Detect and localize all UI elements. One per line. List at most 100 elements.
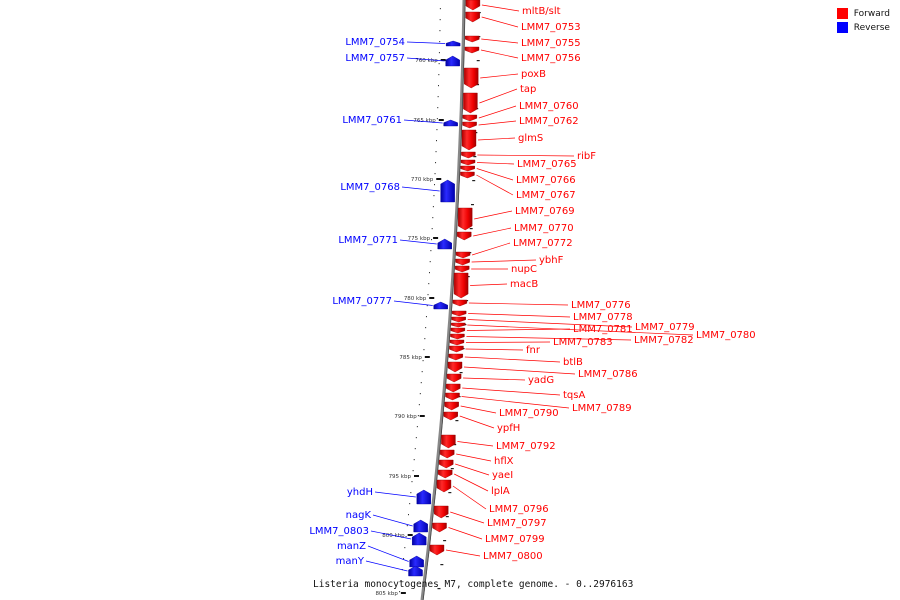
genome-backbone-edge (422, 0, 466, 600)
forward-gene-label: LMM7_0796 (489, 504, 549, 515)
forward-gene-arrow (437, 469, 453, 479)
forward-gene-arrow (453, 272, 469, 299)
forward-gene-leader (478, 105, 517, 119)
major-tick (424, 356, 430, 358)
forward-gene-leader (465, 348, 524, 351)
forward-gene-arrow (449, 339, 465, 346)
minor-tick (438, 63, 440, 65)
tick-dash (440, 564, 444, 566)
tick-label: 785 kbp (399, 355, 422, 361)
minor-tick (436, 118, 438, 120)
minor-tick (433, 195, 435, 197)
forward-gene-arrow (457, 207, 473, 231)
minor-tick (432, 206, 434, 208)
reverse-gene-arrow (440, 179, 455, 203)
minor-tick (410, 492, 412, 494)
forward-gene-leader (481, 4, 520, 12)
tick-dash (448, 492, 452, 494)
reverse-gene-label: manZ (337, 541, 366, 552)
forward-gene-leader (468, 302, 569, 306)
minor-tick (413, 459, 415, 461)
minor-tick (421, 371, 423, 373)
forward-gene-leader (466, 336, 632, 341)
forward-gene-leader (465, 341, 551, 343)
legend-label-forward: Forward (853, 8, 890, 19)
forward-gene-leader (477, 154, 575, 157)
forward-gene-label: LMM7_0767 (516, 190, 576, 201)
forward-gene-leader (460, 405, 497, 414)
reverse-gene-leader (367, 545, 409, 562)
tick-label: 765 kbp (413, 118, 436, 124)
forward-gene-label: LMM7_0790 (499, 408, 559, 419)
legend-item-forward: Forward (836, 8, 890, 19)
tick-label: 775 kbp (408, 236, 431, 242)
forward-gene-label: LMM7_0762 (519, 116, 579, 127)
forward-gene-arrow (461, 151, 476, 159)
forward-gene-arrow (454, 265, 470, 273)
forward-gene-label: LMM7_0782 (634, 335, 694, 346)
forward-gene-leader (456, 453, 492, 462)
minor-tick (400, 580, 402, 582)
legend: Forward Reverse (836, 8, 890, 36)
forward-gene-leader (463, 366, 576, 375)
forward-gene-arrow (451, 322, 466, 328)
forward-gene-label: LMM7_0766 (516, 175, 576, 186)
forward-gene-arrow (464, 46, 480, 54)
minor-tick (439, 19, 441, 21)
forward-gene-label: LMM7_0760 (519, 101, 579, 112)
forward-gene-leader (450, 511, 485, 524)
reverse-gene-arrow (408, 565, 423, 577)
reverse-gene-label: LMM7_0771 (338, 235, 398, 246)
forward-gene-leader (459, 415, 495, 429)
forward-gene-arrow (444, 401, 459, 411)
forward-gene-label: LMM7_0753 (521, 22, 581, 33)
major-tick (413, 475, 419, 477)
forward-gene-leader (468, 313, 571, 318)
minor-tick (409, 503, 411, 505)
forward-gene-leader (479, 88, 518, 104)
forward-gene-arrow (445, 392, 460, 401)
tick-dash (443, 540, 447, 542)
forward-gene-label: LMM7_0780 (696, 330, 756, 341)
forward-gene-arrow (460, 171, 475, 179)
minor-tick (416, 426, 418, 428)
forward-gene-leader (478, 120, 517, 126)
reverse-gene-leader (393, 300, 433, 306)
minor-tick (426, 305, 428, 307)
minor-tick (438, 52, 440, 54)
major-tick (419, 415, 425, 417)
forward-gene-label: ribF (577, 151, 596, 162)
minor-tick (412, 470, 414, 472)
reverse-gene-arrow (412, 532, 427, 546)
minor-tick (428, 283, 430, 285)
forward-gene-arrow (434, 505, 449, 519)
forward-gene-label: LMM7_0776 (571, 300, 631, 311)
major-tick (436, 178, 442, 180)
forward-gene-label: LMM7_0755 (521, 38, 581, 49)
forward-gene-label: LMM7_0778 (573, 312, 633, 323)
forward-gene-leader (476, 174, 514, 196)
forward-gene-arrow (465, 11, 480, 23)
reverse-gene-label: nagK (346, 510, 372, 521)
forward-gene-label: LMM7_0765 (517, 159, 577, 170)
tick-dash (459, 372, 463, 374)
minor-tick (436, 129, 438, 131)
reverse-gene-arrow (416, 489, 432, 505)
reverse-gene-label: manY (336, 556, 365, 567)
reverse-gene-label: yhdH (347, 487, 373, 498)
reverse-gene-leader (406, 57, 445, 62)
forward-gene-label: yaeI (492, 470, 513, 481)
forward-gene-leader (466, 328, 571, 331)
minor-tick (431, 239, 433, 241)
forward-gene-label: nupC (511, 264, 537, 275)
tick-label: 800 kbp (382, 533, 405, 539)
tick-label: 770 kbp (411, 177, 434, 183)
forward-gene-label: LMM7_0799 (485, 534, 545, 545)
forward-gene-arrow (450, 327, 466, 334)
forward-gene-arrow (432, 522, 447, 533)
forward-gene-leader (467, 324, 694, 336)
forward-gene-arrow (465, 0, 481, 11)
forward-gene-label: mltB/slt (522, 6, 561, 17)
minor-tick (425, 316, 427, 318)
forward-gene-label: LMM7_0792 (496, 441, 556, 452)
